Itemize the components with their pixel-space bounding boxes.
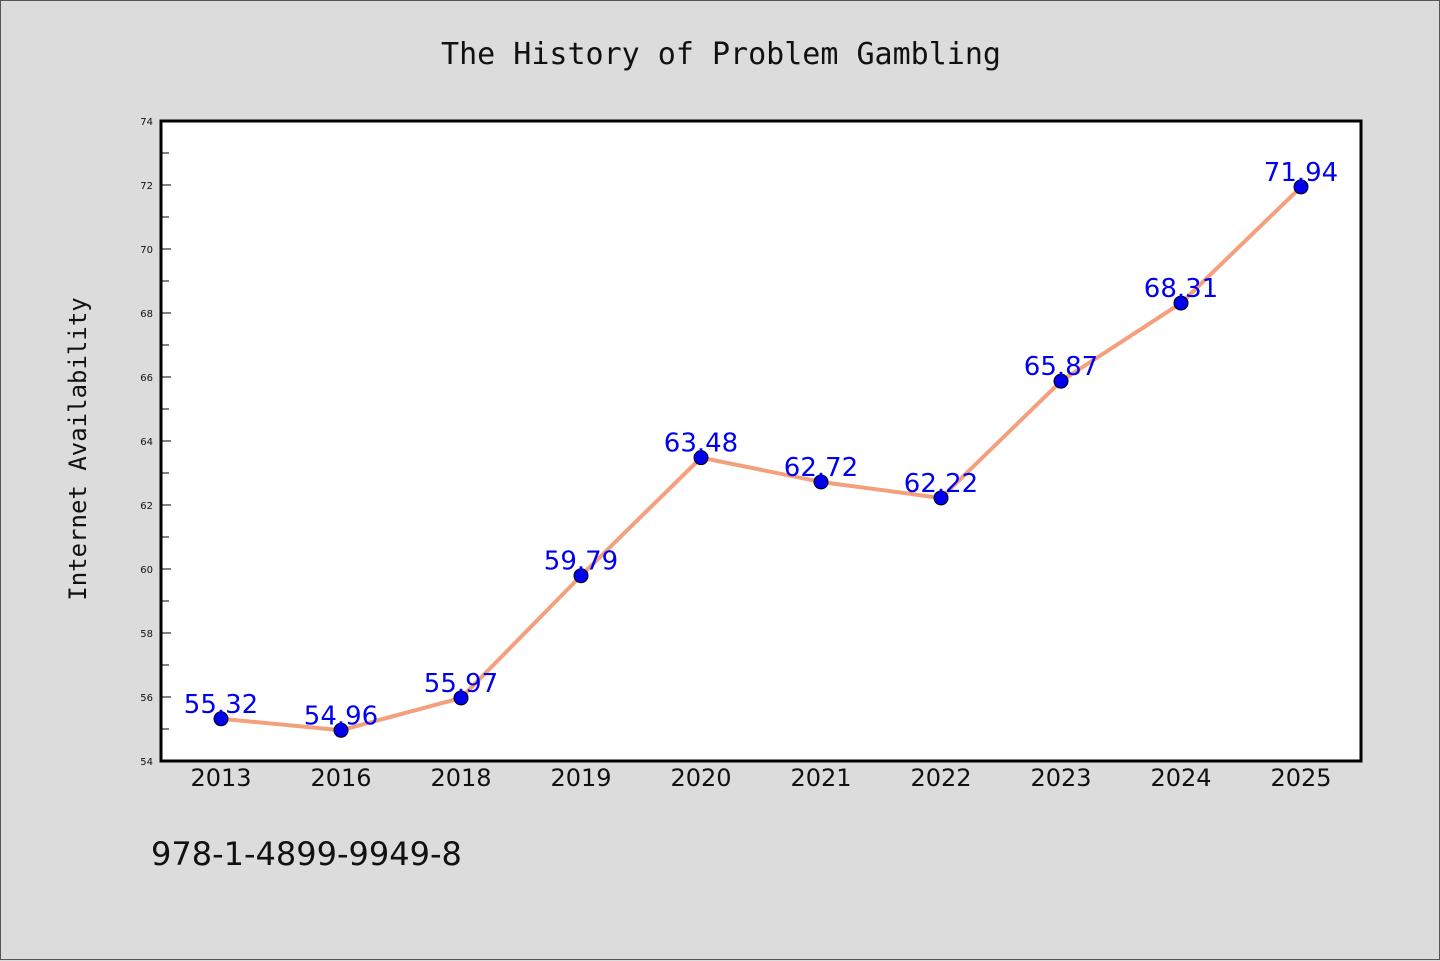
isbn-footer: 978-1-4899-9949-8 (151, 835, 462, 873)
x-tick-label: 2023 (1030, 764, 1091, 792)
x-tick-label: 2025 (1270, 764, 1331, 792)
y-axis: 54 56 58 60 62 64 66 68 70 72 74 (140, 117, 171, 768)
data-label: 55.32 (184, 690, 258, 720)
x-axis: 2013 2016 2018 2019 2020 2021 2022 2023 2024 2025 (190, 764, 1331, 792)
y-tick-label: 60 (140, 565, 153, 576)
data-point (693, 450, 709, 466)
x-tick-label: 2021 (790, 764, 851, 792)
data-label: 63.48 (664, 429, 738, 459)
x-tick-label: 2020 (670, 764, 731, 792)
series-markers (213, 179, 1309, 738)
x-tick-label: 2013 (190, 764, 251, 792)
data-point (1053, 373, 1069, 389)
y-tick-label: 72 (140, 181, 153, 192)
series-line-path (219, 184, 1303, 733)
data-label: 59.79 (544, 547, 618, 577)
y-tick-label: 54 (140, 757, 153, 768)
data-point (813, 474, 829, 490)
data-labels: 55.32 54.96 55.97 59.79 63.48 62.72 62.22 65.87… (184, 158, 1338, 731)
y-tick-label: 70 (140, 245, 153, 256)
data-point (1293, 179, 1309, 195)
data-point (333, 722, 349, 738)
data-label: 62.72 (784, 453, 858, 483)
y-tick-label: 62 (140, 501, 153, 512)
y-tick-label: 74 (140, 117, 153, 128)
plot-area (159, 119, 1363, 763)
y-axis-label: Internet Availability (64, 297, 92, 600)
y-tick-label: 68 (140, 309, 153, 320)
data-label: 54.96 (304, 701, 378, 731)
x-tick-label: 2016 (310, 764, 371, 792)
y-tick-label: 66 (140, 373, 153, 384)
data-point (933, 490, 949, 506)
data-point (213, 711, 229, 727)
data-label: 65.87 (1024, 352, 1098, 382)
x-tick-label: 2024 (1150, 764, 1211, 792)
x-tick-label: 2022 (910, 764, 971, 792)
data-label: 55.97 (424, 669, 498, 699)
series-line (219, 184, 1303, 733)
data-point (1173, 295, 1189, 311)
y-tick-label: 58 (140, 629, 153, 640)
y-tick-label: 56 (140, 693, 153, 704)
chart-title: The History of Problem Gambling (441, 37, 1001, 72)
data-point (573, 568, 589, 584)
x-tick-label: 2018 (430, 764, 491, 792)
x-tick-label: 2019 (550, 764, 611, 792)
data-label: 62.22 (904, 469, 978, 499)
data-label: 68.31 (1144, 274, 1218, 304)
data-label: 71.94 (1264, 158, 1338, 188)
data-point (453, 690, 469, 706)
y-tick-label: 64 (140, 437, 153, 448)
